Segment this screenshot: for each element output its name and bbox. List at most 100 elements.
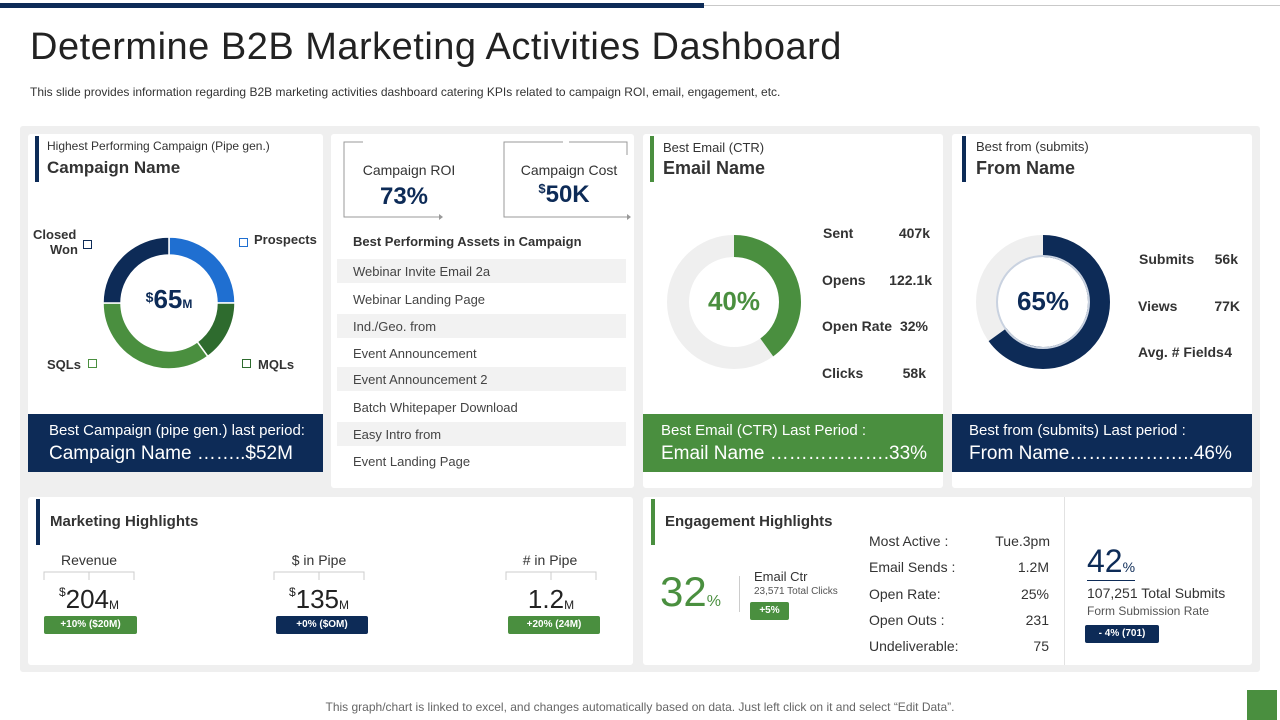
cost-number: 50K [545, 181, 590, 208]
email-stat-label: Opens [822, 272, 866, 288]
campaign-center-value: 65 [153, 284, 183, 314]
cost-prefix: $ [538, 181, 546, 196]
email-stat-value: 58k [902, 365, 926, 381]
email-name: Email Name [663, 158, 766, 178]
cost-bracket [503, 141, 631, 220]
from-stat-value: 56k [1214, 251, 1238, 267]
from-donut [976, 235, 1110, 369]
marketing-item-value: 1.2M [502, 584, 600, 615]
engagement-title: Engagement Highlights [665, 513, 833, 530]
engagement-row-label: Open Rate: [869, 586, 941, 602]
legend-closed-won-line2: Won [50, 242, 78, 257]
engagement-submit-change: - 4% (701) [1085, 625, 1159, 643]
asset-item: Event Announcement 2 [337, 367, 626, 391]
campaign-banner-line2: Campaign Name ……..$52M [49, 443, 293, 464]
email-accent [650, 136, 654, 182]
marketing-item-suffix: M [109, 598, 120, 612]
legend-sqls: SQLs [47, 357, 81, 372]
legend-closed-won-marker [83, 240, 92, 249]
roi-value: 73% [379, 183, 429, 210]
email-stat-value: 122.1k [889, 272, 932, 288]
asset-item: Batch Whitepaper Download [353, 400, 518, 415]
engagement-submit-value: 42% [1087, 543, 1135, 580]
engagement-row-value: 231 [1025, 612, 1049, 628]
from-stat-value: 4 [1224, 344, 1232, 360]
engagement-ctr-divider [739, 576, 740, 612]
marketing-bracket [505, 571, 597, 580]
asset-item: Ind./Geo. from [337, 314, 626, 338]
marketing-item-number: 135 [295, 584, 340, 614]
email-label: Best Email (CTR) [663, 140, 765, 155]
marketing-item-change: +10% ($20M) [44, 616, 137, 634]
engagement-submit-number: 42 [1087, 543, 1123, 579]
corner-badge [1247, 690, 1277, 720]
from-stat-label: Submits [1139, 251, 1195, 267]
legend-mqls-marker [242, 359, 251, 368]
engagement-row-label: Email Sends : [869, 559, 956, 575]
email-stat-value: 407k [898, 225, 930, 241]
campaign-center-prefix: $ [145, 289, 154, 305]
engagement-ctr-clicks: 23,571 Total Clicks [754, 586, 838, 597]
email-banner-line2: Email Name ……………….33% [661, 443, 928, 464]
marketing-item-change: +0% ($OM) [276, 616, 368, 634]
footer-note: This graph/chart is linked to excel, and… [325, 700, 955, 714]
marketing-item-value: $135M [270, 584, 368, 615]
page-title: Determine B2B Marketing Activities Dashb… [30, 26, 842, 68]
marketing-item-suffix: M [339, 598, 350, 612]
campaign-last-period-banner: Best Campaign (pipe gen.) last period: C… [28, 414, 323, 472]
marketing-item-number: 204 [65, 584, 110, 614]
email-donut [667, 235, 801, 369]
legend-closed-won-line1: Closed [33, 227, 77, 242]
campaign-donut-slice [102, 236, 170, 304]
marketing-item-label: $ in Pipe [291, 552, 347, 568]
engagement-ctr-value: 32% [660, 568, 721, 616]
engagement-row-value: 75 [1033, 638, 1049, 654]
engagement-submit-underline [1087, 580, 1135, 581]
marketing-item-value: $204M [40, 584, 138, 615]
email-stat-value: 32% [899, 318, 928, 334]
from-banner-line1: Best from (submits) Last period : [969, 422, 1186, 439]
engagement-ctr-label: Email Ctr [754, 569, 808, 584]
campaign-accent [35, 136, 39, 182]
email-stat-label: Clicks [822, 365, 864, 381]
marketing-item-suffix: M [564, 598, 575, 612]
email-stat-label: Open Rate [822, 318, 893, 334]
from-stat-value: 77K [1214, 298, 1240, 314]
marketing-item-prefix: $ [58, 585, 66, 599]
email-stat-label: Sent [823, 225, 854, 241]
engagement-row-label: Open Outs : [869, 612, 945, 628]
engagement-submit-total: 107,251 Total Submits [1087, 585, 1226, 601]
engagement-section-divider [1064, 497, 1065, 665]
email-last-period-banner: Best Email (CTR) Last Period : Email Nam… [643, 414, 943, 472]
engagement-row-value: 25% [1020, 586, 1049, 602]
marketing-item-number: 1.2 [527, 584, 565, 614]
marketing-item-prefix: $ [288, 585, 296, 599]
marketing-title: Marketing Highlights [50, 513, 199, 530]
marketing-bracket [273, 571, 365, 580]
cost-value: $50K [509, 181, 619, 209]
asset-item: Webinar Landing Page [353, 292, 486, 307]
email-banner-line1: Best Email (CTR) Last Period : [661, 422, 867, 439]
engagement-row-label: Most Active : [869, 533, 949, 549]
from-percent: 65% [1016, 286, 1070, 316]
engagement-row-value: Tue.3pm [995, 533, 1050, 549]
marketing-card [28, 497, 633, 665]
from-name: From Name [976, 158, 1076, 178]
roi-bracket [343, 141, 443, 220]
roi-label: Campaign ROI [362, 162, 456, 178]
asset-item: Event Announcement [353, 346, 477, 361]
marketing-bracket [43, 571, 135, 580]
engagement-row-value: 1.2M [1017, 559, 1049, 575]
engagement-accent [651, 499, 655, 545]
assets-title: Best Performing Assets in Campaign [353, 234, 582, 249]
engagement-ctr-change: +5% [750, 602, 789, 620]
email-donut-arc [667, 235, 801, 369]
cost-label: Campaign Cost [520, 162, 618, 178]
engagement-row-label: Undeliverable: [869, 638, 959, 654]
engagement-ctr-number: 32 [660, 568, 707, 615]
from-banner-line2: From Name………………..46% [969, 443, 1232, 464]
page-subtitle: This slide provides information regardin… [30, 85, 781, 99]
from-donut-arc [976, 235, 1110, 369]
from-stat-label: Avg. # Fields [1138, 344, 1224, 360]
from-last-period-banner: Best from (submits) Last period : From N… [952, 414, 1252, 472]
